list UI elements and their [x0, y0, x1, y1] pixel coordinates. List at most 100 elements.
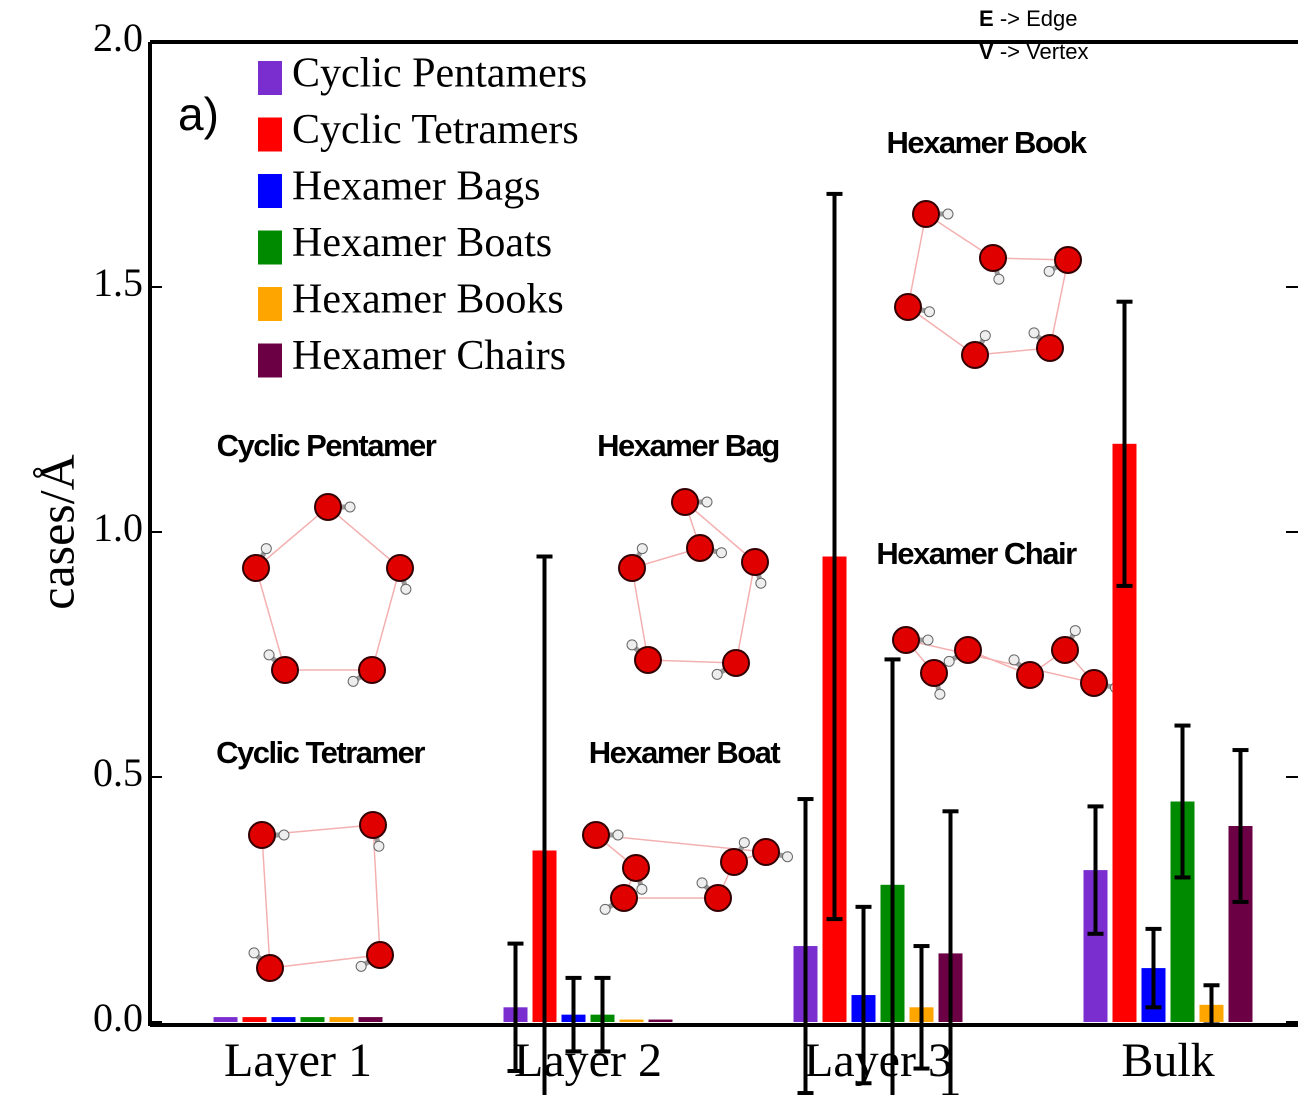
oxygen: [686, 534, 714, 562]
oxygen: [892, 626, 920, 654]
oxygen: [366, 941, 394, 969]
bar: [648, 1019, 673, 1022]
bar: [619, 1019, 644, 1022]
oxygen: [704, 884, 732, 912]
y-tick-label: 2.0: [93, 15, 143, 60]
oxygen: [618, 554, 646, 582]
structure-label: Hexamer Chair: [876, 536, 1077, 571]
y-tick-label: 0.5: [93, 750, 143, 795]
hydrogen: [612, 829, 624, 841]
hydrogen: [400, 583, 412, 595]
oxygen: [582, 821, 610, 849]
oxygen: [622, 854, 650, 882]
hydrogen: [278, 829, 290, 841]
bond: [1049, 259, 1069, 349]
error-bar: [826, 191, 843, 922]
oxygen: [314, 493, 342, 521]
hydrogen: [1028, 327, 1040, 339]
x-tick-label: Layer 1: [224, 1034, 372, 1087]
legend-swatch: [258, 230, 282, 265]
hydrogen: [942, 208, 954, 220]
legend-label: Cyclic Pentamers: [292, 51, 587, 97]
panel-label: a): [178, 88, 219, 140]
oxygen: [271, 656, 299, 684]
legend-label: Hexamer Bags: [292, 164, 540, 210]
legend-label: Hexamer Chairs: [292, 333, 566, 379]
hydrogen: [943, 655, 955, 667]
hydrogen: [738, 837, 750, 849]
bond: [735, 561, 756, 664]
oxygen: [920, 659, 948, 687]
error-bar: [855, 904, 872, 1086]
hydrogen: [934, 688, 946, 700]
y-tick-label: 1.5: [93, 260, 143, 305]
bond: [255, 567, 286, 671]
oxygen: [242, 554, 270, 582]
bond: [647, 659, 737, 664]
oxygen: [1016, 661, 1044, 689]
bond: [907, 213, 927, 308]
hydrogen: [599, 903, 611, 915]
bond: [261, 834, 271, 969]
error-bar: [884, 657, 901, 1095]
hydrogen: [711, 668, 723, 680]
oxygen: [722, 649, 750, 677]
hydrogen: [715, 547, 727, 559]
key-entry: E -> Edge: [979, 6, 1077, 31]
hydrogen: [636, 543, 648, 555]
bond: [905, 639, 1095, 684]
hydrogen: [636, 883, 648, 895]
oxygen: [894, 293, 922, 321]
legend-swatch: [258, 174, 282, 208]
bond: [631, 567, 649, 661]
legend-label: Hexamer Boats: [292, 220, 552, 266]
key-text: -> Edge: [1000, 6, 1078, 31]
oxygen: [248, 821, 276, 849]
oxygen: [634, 646, 662, 674]
structure-label: Cyclic Pentamer: [217, 428, 437, 463]
bar: [242, 1017, 267, 1022]
y-tick-label: 1.0: [93, 505, 143, 550]
error-bar: [507, 941, 524, 1073]
hydrogen: [979, 330, 991, 342]
x-tick-label: Layer 2: [514, 1034, 662, 1087]
error-bar: [1174, 723, 1191, 880]
error-bar: [1232, 748, 1249, 904]
oxygen: [752, 838, 780, 866]
error-bar: [797, 797, 814, 1095]
legend-label: Cyclic Tetramers: [292, 107, 579, 153]
error-bar: [1145, 926, 1162, 1010]
bond: [269, 954, 381, 969]
oxygen: [359, 811, 387, 839]
bond: [371, 567, 401, 671]
key-symbol: V: [979, 39, 994, 64]
oxygen: [610, 884, 638, 912]
hydrogen: [248, 947, 260, 959]
hydrogen: [260, 543, 272, 555]
hydrogen: [1008, 654, 1020, 666]
error-bar: [942, 809, 959, 1095]
x-tick-label: Bulk: [1121, 1034, 1214, 1087]
bond: [255, 506, 329, 569]
y-axis-label: cases/Å: [28, 454, 84, 610]
key-entry: V -> Vertex: [979, 39, 1088, 64]
legend-swatch: [258, 343, 282, 378]
oxygen: [1080, 669, 1108, 697]
hydrogen: [922, 634, 934, 646]
bond: [684, 501, 756, 563]
hydrogen: [755, 577, 767, 589]
hydrogen: [263, 649, 275, 661]
error-bar: [594, 975, 611, 1054]
oxygen: [961, 341, 989, 369]
hydrogen: [626, 639, 638, 651]
structure-label: Hexamer Bag: [597, 428, 779, 463]
structure-label: Cyclic Tetramer: [216, 735, 425, 770]
legend-swatch: [258, 117, 282, 152]
error-bar: [1087, 804, 1104, 936]
legend-label: Hexamer Books: [292, 277, 564, 323]
hydrogen: [347, 675, 359, 687]
hydrogen: [355, 960, 367, 972]
hydrogen: [781, 851, 793, 863]
hydrogen: [1043, 265, 1055, 277]
